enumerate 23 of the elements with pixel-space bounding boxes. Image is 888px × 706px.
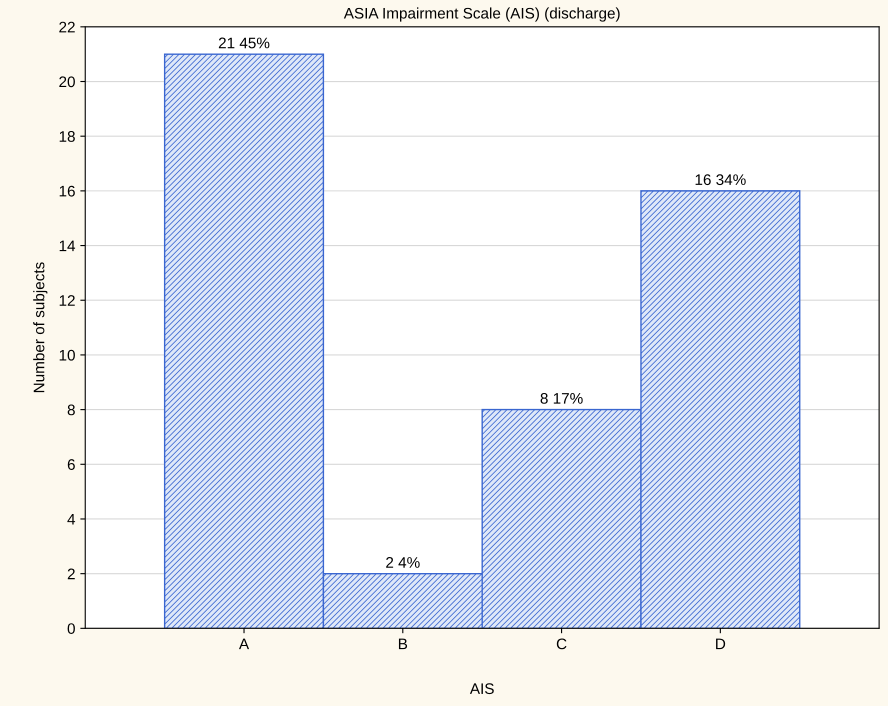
y-tick-label: 2 <box>68 568 75 580</box>
data-label: 8 17% <box>540 392 583 404</box>
x-tick-label: C <box>556 638 567 650</box>
chart-title: ASIA Impairment Scale (AIS) (discharge) <box>344 7 620 22</box>
y-tick-label: 12 <box>60 295 75 306</box>
y-axis-title: Number of subjects <box>33 262 48 392</box>
y-tick-label: 6 <box>68 459 75 470</box>
y-tick-label: 18 <box>60 131 75 142</box>
y-tick-label: 10 <box>60 350 75 361</box>
y-tick-label: 4 <box>67 514 76 525</box>
x-axis-title: AIS <box>470 683 494 694</box>
data-label: 16 34% <box>696 174 746 186</box>
data-label: 2 4% <box>386 557 420 568</box>
y-tick-label: 16 <box>60 186 75 197</box>
y-tick-label: 8 <box>68 404 75 416</box>
x-tick-label: A <box>238 638 250 650</box>
data-label: 21 45% <box>218 38 270 48</box>
y-tick-label: 22 <box>59 22 75 32</box>
y-tick-label: 0 <box>68 623 75 634</box>
x-tick-label: D <box>716 638 726 650</box>
y-tick-label: 14 <box>60 240 76 252</box>
y-tick-label: 20 <box>59 76 75 88</box>
x-tick-label: B <box>398 638 408 650</box>
